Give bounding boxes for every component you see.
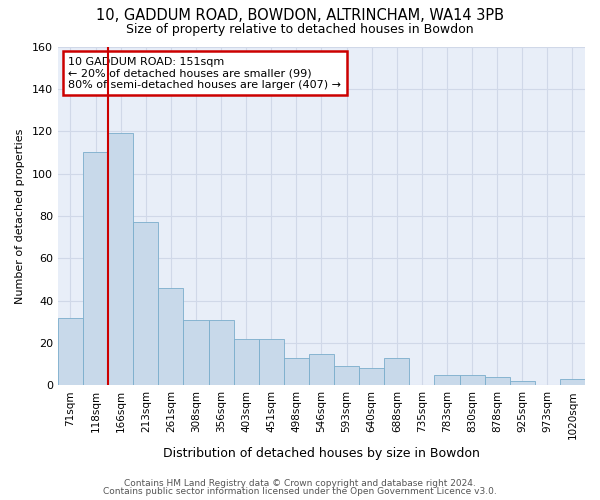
Bar bbox=[184, 320, 209, 386]
Text: Contains HM Land Registry data © Crown copyright and database right 2024.: Contains HM Land Registry data © Crown c… bbox=[124, 478, 476, 488]
Bar bbox=[233, 338, 259, 386]
Y-axis label: Number of detached properties: Number of detached properties bbox=[15, 128, 25, 304]
Bar bbox=[158, 288, 184, 386]
Bar bbox=[510, 381, 535, 386]
X-axis label: Distribution of detached houses by size in Bowdon: Distribution of detached houses by size … bbox=[163, 447, 480, 460]
Bar bbox=[209, 320, 233, 386]
Text: 10, GADDUM ROAD, BOWDON, ALTRINCHAM, WA14 3PB: 10, GADDUM ROAD, BOWDON, ALTRINCHAM, WA1… bbox=[96, 8, 504, 22]
Bar bbox=[485, 377, 510, 386]
Bar bbox=[58, 318, 83, 386]
Text: 10 GADDUM ROAD: 151sqm
← 20% of detached houses are smaller (99)
80% of semi-det: 10 GADDUM ROAD: 151sqm ← 20% of detached… bbox=[68, 56, 341, 90]
Bar bbox=[359, 368, 384, 386]
Bar bbox=[309, 354, 334, 386]
Bar bbox=[560, 379, 585, 386]
Bar bbox=[434, 374, 460, 386]
Text: Size of property relative to detached houses in Bowdon: Size of property relative to detached ho… bbox=[126, 22, 474, 36]
Text: Contains public sector information licensed under the Open Government Licence v3: Contains public sector information licen… bbox=[103, 487, 497, 496]
Bar bbox=[83, 152, 108, 386]
Bar bbox=[284, 358, 309, 386]
Bar bbox=[334, 366, 359, 386]
Bar bbox=[133, 222, 158, 386]
Bar bbox=[259, 338, 284, 386]
Bar bbox=[108, 134, 133, 386]
Bar bbox=[384, 358, 409, 386]
Bar bbox=[460, 374, 485, 386]
